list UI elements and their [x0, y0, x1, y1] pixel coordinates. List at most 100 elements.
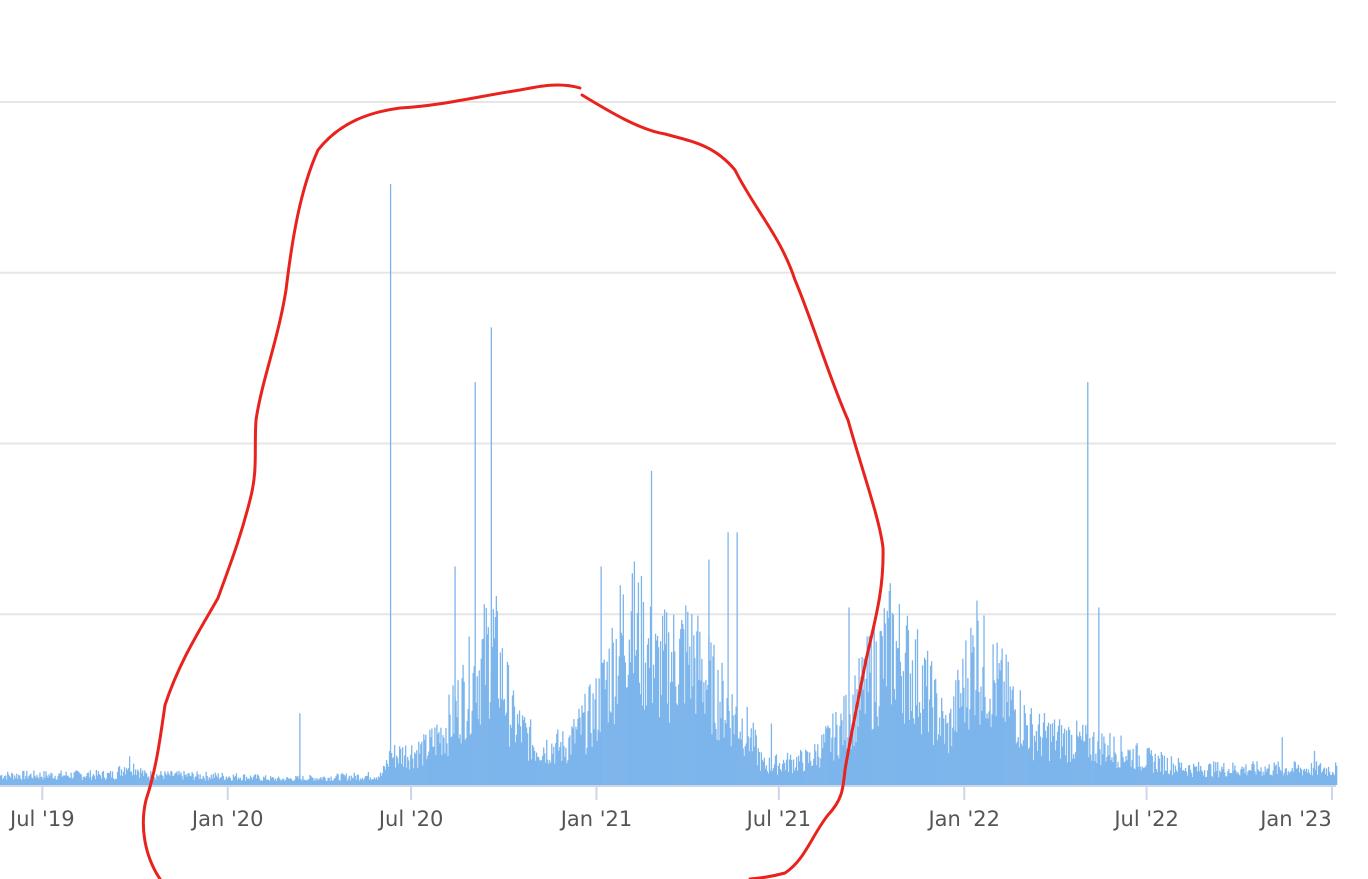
bar — [378, 777, 381, 785]
bar — [596, 740, 598, 785]
bar — [275, 778, 277, 785]
bar — [298, 778, 300, 785]
bar — [1245, 764, 1247, 785]
bar — [625, 687, 627, 785]
bar — [556, 733, 558, 785]
bar — [1135, 745, 1137, 785]
bar — [472, 672, 474, 785]
bar — [394, 767, 397, 785]
bar — [1004, 721, 1006, 785]
bar — [98, 774, 101, 785]
bar — [190, 776, 192, 785]
bar — [1307, 769, 1310, 785]
bar — [912, 718, 915, 785]
bar — [664, 644, 667, 785]
bar — [789, 754, 792, 785]
bar — [428, 751, 430, 785]
bar — [266, 779, 269, 785]
bar — [1287, 771, 1289, 785]
bar — [609, 711, 611, 785]
bar — [951, 746, 953, 785]
bar — [778, 762, 781, 785]
bar — [1295, 769, 1297, 785]
bar — [644, 662, 647, 785]
bar — [916, 629, 919, 785]
bar — [182, 779, 184, 785]
bar — [626, 686, 628, 785]
bar — [224, 779, 226, 785]
bar — [565, 747, 567, 785]
bar — [1092, 736, 1094, 785]
bar — [597, 729, 599, 785]
bar — [854, 675, 856, 785]
bar — [412, 758, 414, 785]
bar — [309, 774, 311, 785]
bar — [1080, 736, 1082, 785]
bar — [1101, 733, 1103, 785]
bar — [1313, 750, 1316, 785]
bar — [677, 705, 679, 785]
bar — [1033, 735, 1036, 785]
bar — [1170, 756, 1173, 785]
bar — [610, 712, 612, 785]
bar — [399, 748, 402, 785]
bar — [886, 610, 888, 785]
bar — [520, 742, 523, 785]
bar — [1332, 773, 1335, 785]
bar — [1277, 761, 1279, 785]
bar — [421, 741, 423, 785]
bar — [333, 778, 335, 785]
bar — [621, 635, 623, 785]
bar — [538, 757, 540, 785]
bar — [766, 771, 769, 785]
bar — [658, 717, 661, 785]
bar — [212, 774, 214, 785]
bar — [797, 755, 800, 785]
bar — [11, 772, 13, 785]
bar — [898, 604, 901, 785]
bar — [574, 743, 576, 785]
bar — [624, 662, 626, 785]
bar — [116, 772, 119, 785]
bar — [508, 746, 511, 785]
bar — [669, 722, 671, 785]
bar — [1319, 763, 1322, 785]
bar — [623, 655, 625, 785]
bar — [352, 778, 354, 785]
bar — [264, 775, 267, 785]
x-tick-label: Jan '23 — [1258, 807, 1332, 831]
bar — [1235, 770, 1237, 785]
bar — [788, 759, 791, 785]
bar — [882, 678, 884, 785]
bar — [424, 739, 426, 785]
bar — [497, 698, 500, 785]
bar — [826, 728, 828, 785]
bar — [117, 767, 120, 785]
bar — [1108, 755, 1110, 785]
bar — [291, 779, 293, 785]
bar — [57, 776, 59, 785]
bar — [1096, 763, 1098, 785]
bar — [122, 771, 125, 785]
bar — [721, 662, 723, 785]
bar — [602, 662, 604, 785]
bar — [894, 699, 896, 785]
bar — [425, 734, 427, 785]
bar — [665, 612, 668, 785]
bar — [198, 779, 200, 785]
bar — [559, 747, 561, 785]
bar — [303, 779, 305, 785]
bar — [1296, 767, 1299, 785]
bar — [703, 682, 705, 785]
bar — [68, 777, 70, 785]
bar — [650, 470, 653, 785]
bar — [1118, 767, 1120, 785]
bar — [386, 763, 389, 785]
bar — [202, 775, 204, 785]
bar — [316, 778, 318, 785]
bar — [877, 726, 879, 785]
bar — [972, 635, 974, 785]
bar — [1093, 732, 1095, 785]
bar — [471, 710, 473, 785]
bar — [213, 777, 215, 785]
